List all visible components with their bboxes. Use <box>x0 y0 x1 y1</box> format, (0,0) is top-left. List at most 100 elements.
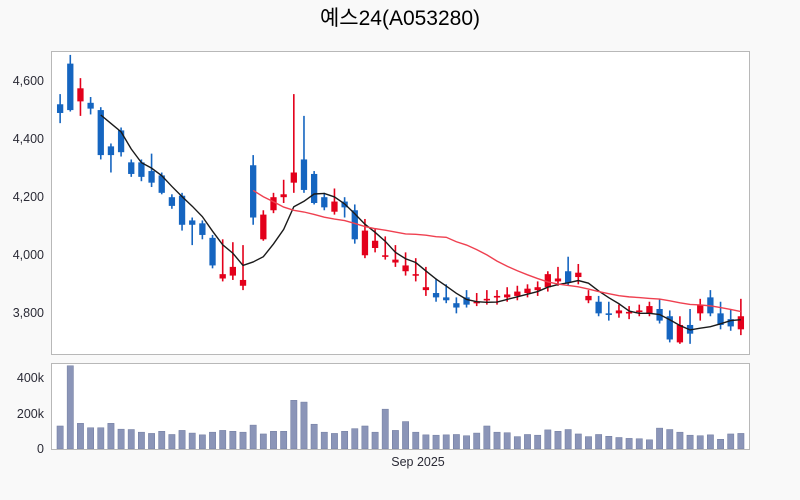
volume-bar <box>56 425 64 449</box>
volume-bar <box>290 400 298 449</box>
volume-bar <box>727 433 735 449</box>
volume-bar <box>300 401 308 449</box>
candlestick <box>697 298 704 321</box>
price-panel[interactable] <box>51 51 750 355</box>
volume-bar <box>148 433 155 449</box>
candlestick <box>686 308 694 344</box>
candlestick <box>260 210 267 241</box>
volume-bar <box>198 434 206 449</box>
candlestick <box>331 188 338 215</box>
volume-bar <box>737 433 745 449</box>
volume-bar <box>392 430 399 449</box>
candlestick <box>209 234 216 269</box>
candlestick <box>625 306 633 320</box>
volume-bar <box>361 425 369 449</box>
volume-bar <box>239 431 247 449</box>
candlestick <box>585 290 592 304</box>
volume-bar <box>117 428 125 449</box>
candlestick <box>270 192 277 214</box>
candlestick <box>534 281 541 296</box>
candlestick <box>168 194 176 209</box>
volume-bar <box>412 431 420 449</box>
candlestick <box>524 284 531 298</box>
volume-bar <box>77 423 84 449</box>
candlestick <box>250 155 257 225</box>
candlestick <box>128 159 135 177</box>
volume-bar <box>574 433 582 449</box>
volume-bar <box>452 434 460 449</box>
price-axis-tick: 3,800 <box>12 306 44 321</box>
volume-bar <box>595 434 603 449</box>
volume-bar <box>229 431 237 449</box>
candlestick <box>443 284 450 304</box>
volume-bar <box>402 421 409 449</box>
volume-bar <box>544 429 552 449</box>
volume-axis-tick: 0 <box>37 442 44 456</box>
candlestick <box>717 301 724 330</box>
candlestick <box>321 192 328 211</box>
volume-panel[interactable] <box>51 363 750 450</box>
candlestick <box>290 94 297 193</box>
price-axis-tick: 4,200 <box>12 190 44 205</box>
volume-bar <box>219 430 227 449</box>
volume-bar <box>524 434 531 449</box>
candlestick <box>514 285 521 301</box>
volume-bar <box>107 423 115 449</box>
volume-bar <box>432 434 440 449</box>
price-axis-tick: 4,400 <box>12 132 44 147</box>
candlestick <box>707 290 714 317</box>
candlestick <box>148 153 155 188</box>
candlestick <box>280 179 287 203</box>
candlestick <box>239 245 247 291</box>
volume-bar <box>483 425 491 449</box>
candlestick <box>727 308 734 331</box>
volume-bar <box>341 431 349 449</box>
volume-bar <box>585 436 592 449</box>
candlestick <box>676 316 684 344</box>
volume-axis-tick: 400k <box>16 371 44 386</box>
price-plot <box>56 54 745 344</box>
candlestick <box>219 239 226 282</box>
volume-bar <box>696 435 704 449</box>
candlestick <box>615 304 623 318</box>
volume-bar <box>87 427 95 449</box>
candlestick <box>473 293 480 307</box>
volume-bar <box>127 429 135 449</box>
candlestick <box>666 310 673 343</box>
candlestick <box>605 301 612 321</box>
volume-bar <box>280 431 288 449</box>
candlestick <box>341 197 348 218</box>
candlestick <box>432 278 440 302</box>
candlestick <box>595 295 602 317</box>
candlestick <box>56 94 64 124</box>
candlestick <box>402 252 409 276</box>
volume-bar <box>97 427 105 449</box>
volume-bar <box>717 439 724 449</box>
volume-bar <box>615 437 623 449</box>
candlestick <box>107 143 115 173</box>
volume-bar <box>138 431 145 449</box>
price-axis-tick: 4,600 <box>12 74 44 89</box>
volume-bar <box>534 434 542 449</box>
volume-bar <box>656 427 663 449</box>
volume-bar <box>209 431 216 449</box>
volume-axis-tick: 200k <box>16 406 44 421</box>
volume-bar <box>331 433 338 449</box>
volume-bar <box>168 434 176 449</box>
volume-bar <box>676 431 684 449</box>
candlestick <box>77 78 84 116</box>
volume-bar <box>503 432 511 449</box>
volume-bar <box>381 408 389 449</box>
x-axis-tick-label: Sep 2025 <box>391 455 445 469</box>
candlestick <box>87 97 94 115</box>
volume-bar <box>442 434 450 449</box>
candlestick <box>361 218 369 259</box>
moving-average-line <box>100 114 741 331</box>
candlestick <box>178 192 186 231</box>
volume-bar <box>371 431 379 449</box>
volume-bar <box>463 435 470 449</box>
volume-bar <box>493 431 501 449</box>
volume-bar <box>249 424 257 449</box>
volume-bar <box>320 431 328 449</box>
